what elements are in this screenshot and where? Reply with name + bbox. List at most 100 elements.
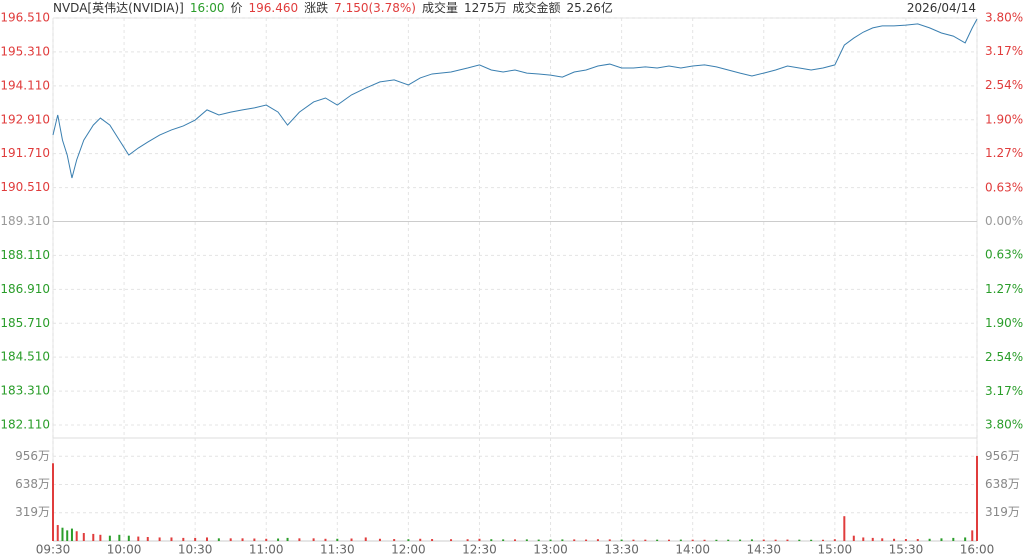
- y2-tick-label: 1.27%: [985, 282, 1023, 296]
- y-tick-label: 188.110: [0, 248, 50, 262]
- y-tick-label: 195.310: [0, 44, 50, 58]
- volume-bar: [810, 539, 813, 541]
- volume-bar: [82, 533, 85, 541]
- y-tick-label: 184.510: [0, 350, 50, 364]
- volume-bar: [774, 539, 777, 541]
- volume-bar: [976, 455, 978, 541]
- y2-tick-label: 2.54%: [985, 350, 1023, 364]
- volume-bar: [253, 538, 256, 541]
- volume-bar: [952, 537, 955, 541]
- x-tick-label: 09:30: [36, 543, 71, 557]
- y2-tick-label: 1.90%: [985, 112, 1023, 126]
- volume-bar: [298, 538, 301, 541]
- y-tick-label: 192.910: [0, 112, 50, 126]
- amount-label: 成交金额: [512, 1, 561, 15]
- y-tick-label: 191.710: [0, 146, 50, 160]
- volume-bar: [393, 539, 396, 541]
- volume-bar: [312, 538, 315, 541]
- time: 16:00: [189, 1, 225, 15]
- volume-bar: [514, 539, 516, 541]
- volume-bar: [324, 538, 327, 541]
- volume-bar: [525, 539, 528, 541]
- date: 2026/04/14: [906, 1, 976, 15]
- y2-tick-label: 3.80%: [985, 418, 1023, 432]
- volume-bar: [70, 528, 73, 541]
- volume-bar: [608, 539, 611, 541]
- volume-bar: [466, 539, 469, 541]
- volume-bar: [502, 539, 505, 541]
- volume-bar: [971, 530, 974, 541]
- x-tick-label: 13:00: [533, 543, 568, 557]
- header: NVDA[英伟达(NVIDIA)] 16:00 价 196.460 涨跌 7.150(3.…: [53, 0, 619, 16]
- x-tick-label: 16:00: [960, 543, 995, 557]
- volume-bar: [881, 538, 884, 541]
- volume-bar: [170, 537, 173, 541]
- volume-bar: [833, 539, 836, 541]
- volume-bar: [561, 539, 564, 541]
- volume-bar: [378, 538, 381, 541]
- volume-bar: [679, 539, 682, 541]
- price: 196.460: [248, 1, 299, 15]
- y-tick-label: 638万: [985, 477, 1020, 491]
- volume-bar: [843, 516, 846, 541]
- volume-bar: [620, 539, 623, 541]
- volume-bar: [137, 536, 140, 541]
- volume-bar: [118, 534, 121, 541]
- volume-bar: [786, 539, 789, 541]
- volume-bar: [158, 537, 161, 541]
- volume-bar: [691, 539, 694, 541]
- volume-bar: [286, 537, 289, 541]
- volume-bar: [762, 539, 765, 541]
- y-tick-label: 638万: [15, 477, 50, 491]
- volume-bar: [893, 538, 896, 541]
- volume-bar: [194, 537, 197, 541]
- volume-bar: [964, 537, 967, 541]
- volume-bar: [490, 539, 493, 541]
- y2-tick-label: 3.80%: [985, 11, 1023, 25]
- volume-bar: [75, 531, 78, 541]
- x-tick-label: 15:30: [889, 543, 924, 557]
- volume-bar: [265, 538, 268, 541]
- volume: 1275万: [463, 1, 507, 15]
- y-tick-label: 186.910: [0, 282, 50, 296]
- volume-bar: [407, 539, 410, 541]
- x-tick-label: 13:30: [604, 543, 639, 557]
- volume-bar: [99, 534, 102, 541]
- volume-bar: [871, 537, 874, 541]
- y2-tick-label: 3.17%: [985, 384, 1023, 398]
- volume-bar: [644, 539, 647, 541]
- y2-tick-label: 1.90%: [985, 316, 1023, 330]
- volume-bar: [703, 539, 706, 541]
- y-tick-label: 196.510: [0, 11, 50, 25]
- change: 7.150(3.78%): [334, 1, 416, 15]
- volume-bar: [61, 527, 64, 541]
- volume-bar: [350, 538, 353, 541]
- volume-bar: [715, 539, 718, 541]
- volume-bar: [668, 539, 670, 541]
- volume-bar: [56, 525, 59, 541]
- volume-bar: [217, 538, 220, 541]
- x-tick-label: 15:00: [818, 543, 853, 557]
- volume-bar: [241, 538, 244, 541]
- x-tick-label: 10:30: [178, 543, 213, 557]
- volume-bar: [739, 539, 742, 541]
- price-label: 价: [230, 1, 243, 15]
- change-label: 涨跌: [304, 1, 329, 15]
- volume-bar: [573, 539, 576, 541]
- volume-bar: [750, 539, 753, 541]
- volume-bar: [822, 539, 824, 541]
- volume-bar: [229, 538, 232, 541]
- volume-bar: [852, 535, 855, 541]
- volume-bar: [798, 539, 801, 541]
- y2-tick-label: 0.00%: [985, 214, 1023, 228]
- volume-bar: [108, 535, 111, 541]
- y-tick-label: 956万: [15, 449, 50, 463]
- volume-bar: [336, 538, 339, 541]
- volume-bar: [52, 463, 54, 541]
- volume-bar: [277, 538, 280, 541]
- volume-bar: [182, 537, 185, 541]
- volume-bar: [431, 539, 434, 541]
- volume-bar: [537, 539, 540, 541]
- volume-bar: [632, 539, 635, 541]
